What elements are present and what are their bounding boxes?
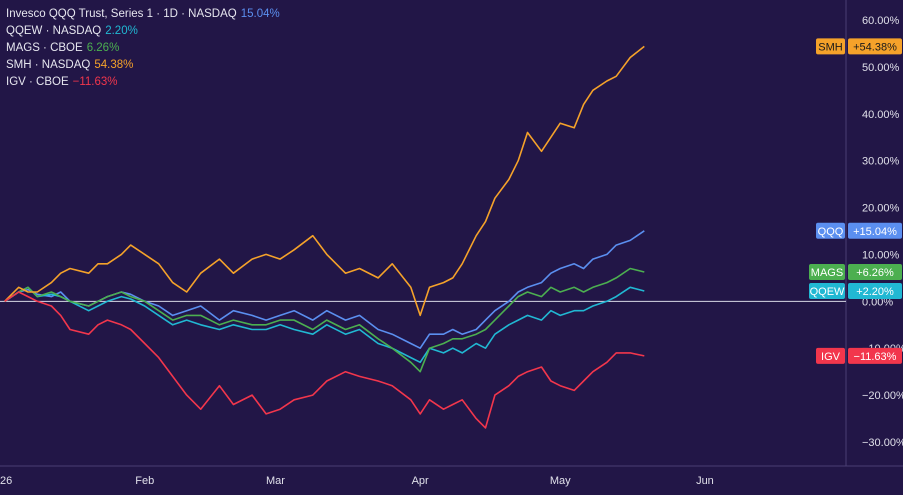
badge-label-bg	[816, 347, 845, 364]
series-line-igv[interactable]	[4, 291, 645, 429]
y-tick-label: 60.00%	[862, 15, 900, 27]
series-lines	[4, 45, 645, 429]
price-badges: QQQ +15.04% QQEW +2.20% MAGS +6.26% SMH +54.38%…	[809, 38, 902, 364]
badge-value-text: +54.38%	[853, 41, 897, 53]
badge-label-bg	[816, 222, 845, 239]
badge-label-text: SMH	[818, 41, 843, 53]
badge-label-text: QQEW	[810, 286, 845, 298]
legend-row-qqq[interactable]: Invesco QQQ Trust, Series 1 · 1D · NASDA…	[6, 6, 280, 23]
badge-label-text: MAGS	[811, 267, 843, 279]
y-tick-label: −30.00%	[862, 437, 903, 449]
legend-name-mags: MAGS · CBOE	[6, 42, 83, 54]
legend-value-igv: −11.63%	[72, 76, 118, 88]
x-tick-label: Feb	[135, 475, 154, 487]
series-line-mags[interactable]	[4, 267, 645, 373]
badge-value-bg	[848, 222, 902, 239]
badge-qqew[interactable]: QQEW +2.20%	[809, 283, 902, 300]
x-tick-label: 26	[0, 475, 12, 487]
badge-smh[interactable]: SMH +54.38%	[816, 38, 902, 55]
legend-value-mags: 6.26%	[86, 42, 120, 54]
badge-label-text: QQQ	[818, 226, 844, 238]
legend-row-mags[interactable]: MAGS · CBOE 6.26%	[6, 40, 280, 57]
y-tick-label: 30.00%	[862, 156, 900, 168]
legend-row-smh[interactable]: SMH · NASDAQ 54.38%	[6, 57, 280, 74]
badge-label-text: IGV	[821, 351, 841, 363]
badge-value-text: +2.20%	[856, 286, 894, 298]
legend-name-igv: IGV · CBOE	[6, 76, 69, 88]
legend-name-qqq: Invesco QQQ Trust, Series 1 · 1D · NASDA…	[6, 8, 237, 20]
y-tick-label: 10.00%	[862, 249, 900, 261]
x-tick-label: Jun	[696, 475, 714, 487]
axis-lines	[0, 0, 903, 467]
badge-value-text: +6.26%	[856, 267, 894, 279]
y-tick-label: 20.00%	[862, 203, 900, 215]
badge-value-bg	[848, 283, 902, 300]
badge-value-bg	[848, 347, 902, 364]
badge-label-bg	[816, 38, 845, 55]
x-axis-tick-labels: 26 Feb Mar Apr May Jun	[0, 475, 714, 487]
y-axis-tick-labels: 60.00% 50.00% 40.00% 30.00% 20.00% 10.00% 0.00…	[862, 15, 903, 449]
x-tick-label: Apr	[412, 475, 429, 487]
badge-value-bg	[848, 38, 902, 55]
badge-igv[interactable]: IGV −11.63%	[816, 347, 902, 364]
badge-label-bg	[809, 283, 845, 300]
legend-value-smh: 54.38%	[94, 59, 134, 71]
legend-value-qqew: 2.20%	[105, 25, 138, 37]
legend-row-igv[interactable]: IGV · CBOE −11.63%	[6, 74, 280, 91]
x-tick-label: Mar	[266, 475, 285, 487]
legend-name-qqew: QQEW · NASDAQ	[6, 25, 102, 37]
y-tick-label: 50.00%	[862, 62, 900, 74]
series-line-qqew[interactable]	[4, 286, 645, 364]
legend-name-smh: SMH · NASDAQ	[6, 59, 91, 71]
badge-mags[interactable]: MAGS +6.26%	[809, 263, 902, 280]
legend-row-qqew[interactable]: QQEW · NASDAQ 2.20%	[6, 23, 280, 40]
y-tick-label: −20.00%	[862, 390, 903, 402]
series-line-smh[interactable]	[4, 45, 645, 317]
y-tick-label: 40.00%	[862, 109, 900, 121]
badge-value-bg	[848, 263, 902, 280]
y-tick-label: 0.00%	[862, 296, 893, 308]
badge-value-text: −11.63%	[854, 351, 897, 363]
x-tick-label: May	[550, 475, 571, 487]
badge-qqq[interactable]: QQQ +15.04%	[816, 222, 902, 239]
chart-legend: Invesco QQQ Trust, Series 1 · 1D · NASDA…	[6, 6, 280, 91]
badge-value-text: +15.04%	[853, 226, 897, 238]
badge-label-bg	[809, 263, 845, 280]
legend-value-qqq: 15.04%	[240, 8, 280, 20]
